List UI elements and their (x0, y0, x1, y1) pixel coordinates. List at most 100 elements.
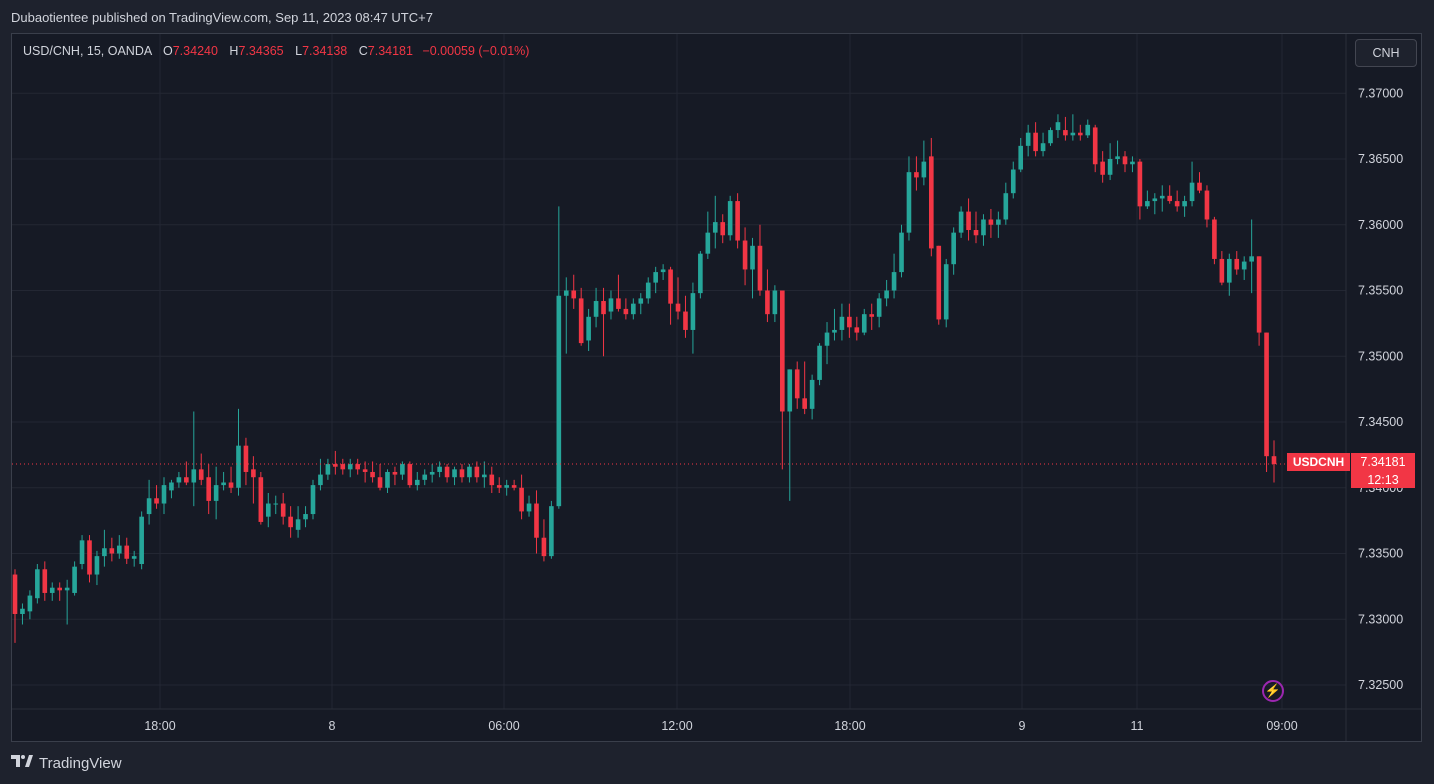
legend-change-value: −0.00059 (−0.01%) (422, 44, 530, 58)
candle-up (645, 282, 651, 299)
candle-up (422, 474, 428, 480)
candle-down (1077, 132, 1083, 136)
candle-up (72, 566, 77, 593)
candle-down (936, 245, 942, 320)
candle-up (303, 514, 308, 520)
candle-up (549, 506, 554, 557)
candle-up (556, 295, 562, 507)
candle-up (824, 332, 830, 346)
candle-down (154, 498, 159, 504)
candle-up (526, 503, 532, 512)
candle-up (1070, 132, 1076, 136)
candle-down (742, 240, 748, 270)
candle-down (578, 298, 584, 344)
price-tag-symbol: USDCNH (1287, 453, 1350, 471)
candle-up (996, 219, 1001, 225)
candle-up (899, 232, 904, 273)
candle-down (340, 464, 346, 470)
candle-down (42, 569, 48, 593)
candle-up (94, 556, 100, 575)
candle-down (765, 290, 770, 315)
candle-up (79, 540, 85, 565)
candle-down (1219, 258, 1225, 283)
candle-up (809, 379, 815, 409)
legend-close-label: C (358, 44, 368, 58)
legend-open-label: O (163, 44, 173, 58)
candle-up (452, 469, 457, 478)
y-tick-label: 7.36000 (1358, 218, 1403, 232)
candle-up (690, 293, 696, 330)
candle-down (534, 503, 539, 538)
candle-up (146, 498, 152, 515)
chart-frame[interactable]: 7.37000 7.36500 7.36000 7.35500 7.35000 7.345… (11, 33, 1422, 742)
candle-up (347, 464, 353, 470)
candle-down (683, 311, 688, 330)
candle-down (1204, 190, 1210, 220)
candle-up (884, 290, 889, 299)
candle-up (1055, 122, 1061, 131)
ohlc-legend: USD/CNH, 15, OANDA O7.34240 H7.34365 L7.… (23, 44, 529, 58)
candle-up (981, 219, 986, 236)
candle-up (876, 298, 882, 317)
candle-up (712, 222, 718, 233)
candle-down (571, 290, 577, 299)
candle-down (198, 469, 204, 480)
candle-down (362, 469, 368, 472)
candle-up (20, 608, 25, 614)
candle-down (124, 545, 130, 559)
candle-down (1092, 127, 1098, 165)
candle-down (206, 477, 212, 501)
legend-open-value: 7.34240 (172, 44, 218, 58)
candle-up (64, 587, 70, 591)
candle-down (541, 537, 547, 557)
candle-down (496, 485, 502, 488)
candle-up (1048, 130, 1053, 144)
x-tick-label: 06:00 (488, 719, 519, 733)
candle-down (288, 516, 293, 528)
candle-down (601, 301, 606, 315)
legend-symbol: USD/CNH, 15, OANDA (23, 44, 152, 58)
tradingview-brand[interactable]: TradingView (11, 754, 122, 772)
candle-down (511, 485, 517, 488)
y-tick-label: 7.34500 (1358, 415, 1403, 429)
candle-down (489, 474, 495, 486)
candle-down (973, 230, 979, 236)
candle-up (1159, 195, 1165, 199)
candle-up (660, 269, 666, 273)
publisher-caption: Dubaotientee published on TradingView.co… (11, 10, 433, 25)
candle-down (794, 369, 800, 399)
candle-down (1063, 130, 1068, 136)
candle-up (482, 474, 487, 478)
candle-down (57, 587, 63, 591)
candle-down (12, 574, 18, 614)
candlestick-chart[interactable]: 7.37000 7.36500 7.36000 7.35500 7.35000 7.345… (12, 34, 1421, 741)
candle-down (1212, 219, 1217, 259)
candle-up (1241, 261, 1247, 270)
candle-down (720, 222, 726, 236)
candle-down (802, 398, 807, 409)
candle-up (295, 519, 301, 530)
y-tick-label: 7.36500 (1358, 152, 1403, 166)
candle-up (310, 485, 316, 515)
x-tick-label: 8 (329, 719, 336, 733)
candle-up (727, 201, 733, 236)
candle-down (675, 303, 681, 312)
candle-down (854, 327, 860, 333)
candle-up (429, 471, 435, 475)
candle-down (966, 211, 971, 231)
currency-button[interactable]: CNH (1355, 39, 1417, 67)
candle-up (467, 466, 472, 478)
candle-down (251, 469, 256, 478)
candle-up (891, 272, 897, 291)
lightning-icon[interactable]: ⚡ (1262, 680, 1284, 702)
candle-up (265, 503, 271, 517)
x-tick-label: 11 (1131, 719, 1144, 733)
candle-up (563, 290, 569, 296)
candle-up (958, 211, 964, 233)
candle-up (1226, 258, 1232, 283)
price-tag-countdown: 12:13 (1351, 471, 1415, 488)
candle-up (161, 485, 167, 504)
candle-up (1130, 161, 1135, 165)
candle-down (757, 245, 763, 291)
candle-up (169, 482, 174, 491)
